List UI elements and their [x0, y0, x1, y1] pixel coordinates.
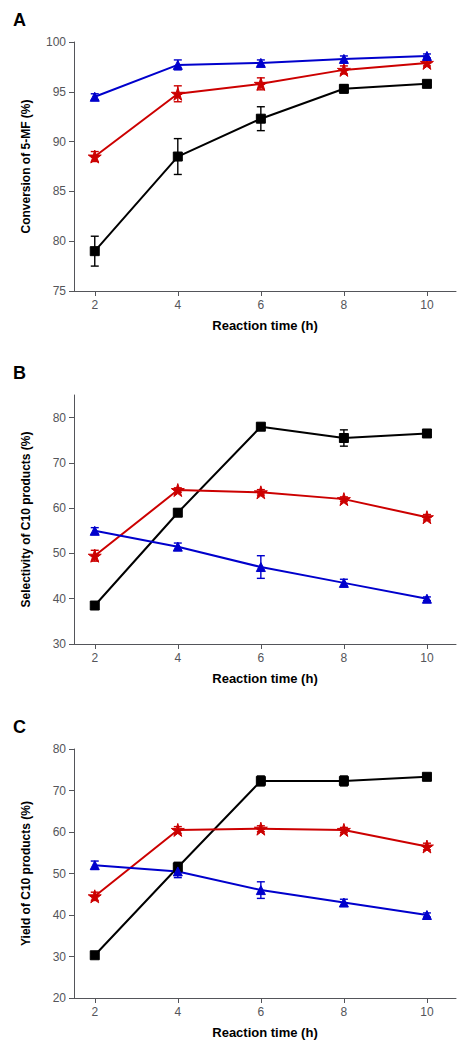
svg-text:Reaction time (h): Reaction time (h) [212, 1025, 317, 1040]
svg-text:75: 75 [53, 284, 67, 298]
svg-text:100: 100 [46, 35, 66, 49]
svg-text:70: 70 [53, 456, 67, 470]
svg-text:40: 40 [53, 592, 67, 606]
svg-text:B: B [13, 363, 26, 383]
svg-text:6: 6 [258, 1005, 265, 1019]
svg-text:10: 10 [420, 1005, 434, 1019]
svg-text:95: 95 [53, 85, 67, 99]
svg-text:Reaction time (h): Reaction time (h) [212, 318, 317, 333]
svg-text:Reaction time (h): Reaction time (h) [212, 671, 317, 686]
svg-text:6: 6 [258, 298, 265, 312]
svg-text:Yield of C10 products (%): Yield of C10 products (%) [19, 801, 33, 946]
svg-text:Conversion of 5-MF (%): Conversion of 5-MF (%) [19, 99, 33, 233]
svg-text:80: 80 [53, 411, 67, 425]
svg-text:10: 10 [420, 298, 434, 312]
svg-text:85: 85 [53, 184, 67, 198]
svg-text:30: 30 [53, 637, 67, 651]
svg-text:C: C [13, 717, 26, 737]
svg-text:90: 90 [53, 135, 67, 149]
svg-text:10: 10 [420, 651, 434, 665]
svg-text:4: 4 [174, 298, 181, 312]
svg-text:40: 40 [53, 908, 67, 922]
svg-text:Selectivity of C10 products (%: Selectivity of C10 products (%) [19, 431, 33, 607]
svg-text:2: 2 [91, 651, 98, 665]
svg-text:80: 80 [53, 234, 67, 248]
svg-text:A: A [13, 10, 26, 30]
svg-text:60: 60 [53, 501, 67, 515]
svg-text:4: 4 [174, 651, 181, 665]
svg-text:20: 20 [53, 991, 67, 1005]
svg-text:60: 60 [53, 825, 67, 839]
svg-text:6: 6 [258, 651, 265, 665]
svg-text:8: 8 [341, 298, 348, 312]
svg-text:8: 8 [341, 1005, 348, 1019]
svg-text:30: 30 [53, 950, 67, 964]
svg-text:8: 8 [341, 651, 348, 665]
svg-text:80: 80 [53, 742, 67, 756]
svg-text:70: 70 [53, 784, 67, 798]
svg-text:50: 50 [53, 546, 67, 560]
svg-text:4: 4 [174, 1005, 181, 1019]
svg-text:2: 2 [91, 298, 98, 312]
svg-text:50: 50 [53, 867, 67, 881]
svg-text:2: 2 [91, 1005, 98, 1019]
